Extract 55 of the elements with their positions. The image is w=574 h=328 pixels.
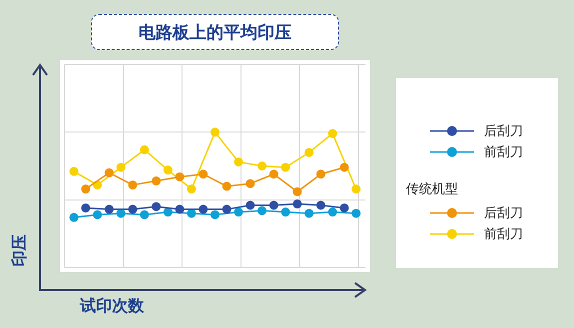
point: [292, 187, 302, 196]
point: [316, 200, 326, 210]
point: [340, 203, 349, 212]
point: [69, 166, 78, 176]
point: [234, 157, 244, 166]
point: [198, 170, 208, 179]
point: [186, 184, 196, 194]
point: [328, 129, 338, 138]
legend-label: 前刮刀: [484, 226, 523, 242]
point: [92, 210, 102, 220]
point: [292, 199, 302, 208]
point: [269, 170, 278, 179]
chart-title: 电路板上的平均印压: [91, 14, 339, 50]
point: [69, 212, 78, 222]
point: [246, 200, 255, 210]
point: [128, 204, 138, 214]
point: [140, 145, 149, 154]
text: 传统机型: [406, 181, 459, 199]
y-axis-title: 印压: [10, 234, 30, 266]
point: [258, 206, 267, 216]
point: [281, 162, 290, 172]
legend-label: 后刮刀: [484, 204, 523, 222]
point: [163, 166, 172, 175]
point: [175, 172, 184, 182]
point: [175, 204, 184, 214]
point: [222, 204, 232, 214]
point: [269, 200, 278, 210]
point: [234, 208, 244, 217]
point: [316, 170, 326, 179]
point: [163, 208, 172, 217]
point: [340, 162, 349, 172]
point: [198, 204, 208, 214]
point: [128, 180, 138, 190]
point: [328, 208, 338, 217]
point: [222, 182, 232, 191]
point: [281, 208, 290, 217]
point: [104, 204, 114, 214]
point: [210, 210, 220, 220]
point: [104, 168, 114, 178]
legend-label: 后刮刀: [484, 122, 523, 140]
point: [116, 162, 126, 172]
point: [352, 208, 361, 218]
point: [81, 203, 90, 212]
point: [152, 202, 161, 212]
point: [152, 176, 161, 186]
x-axis-title: 试印次数: [80, 296, 144, 317]
point: [81, 184, 90, 194]
point: [352, 184, 361, 194]
point: [210, 128, 220, 137]
legend-label: 前刮刀: [484, 144, 523, 160]
point: [140, 210, 149, 220]
point: [304, 208, 314, 218]
point: [304, 148, 314, 157]
point: [246, 179, 255, 188]
point: [258, 162, 267, 170]
